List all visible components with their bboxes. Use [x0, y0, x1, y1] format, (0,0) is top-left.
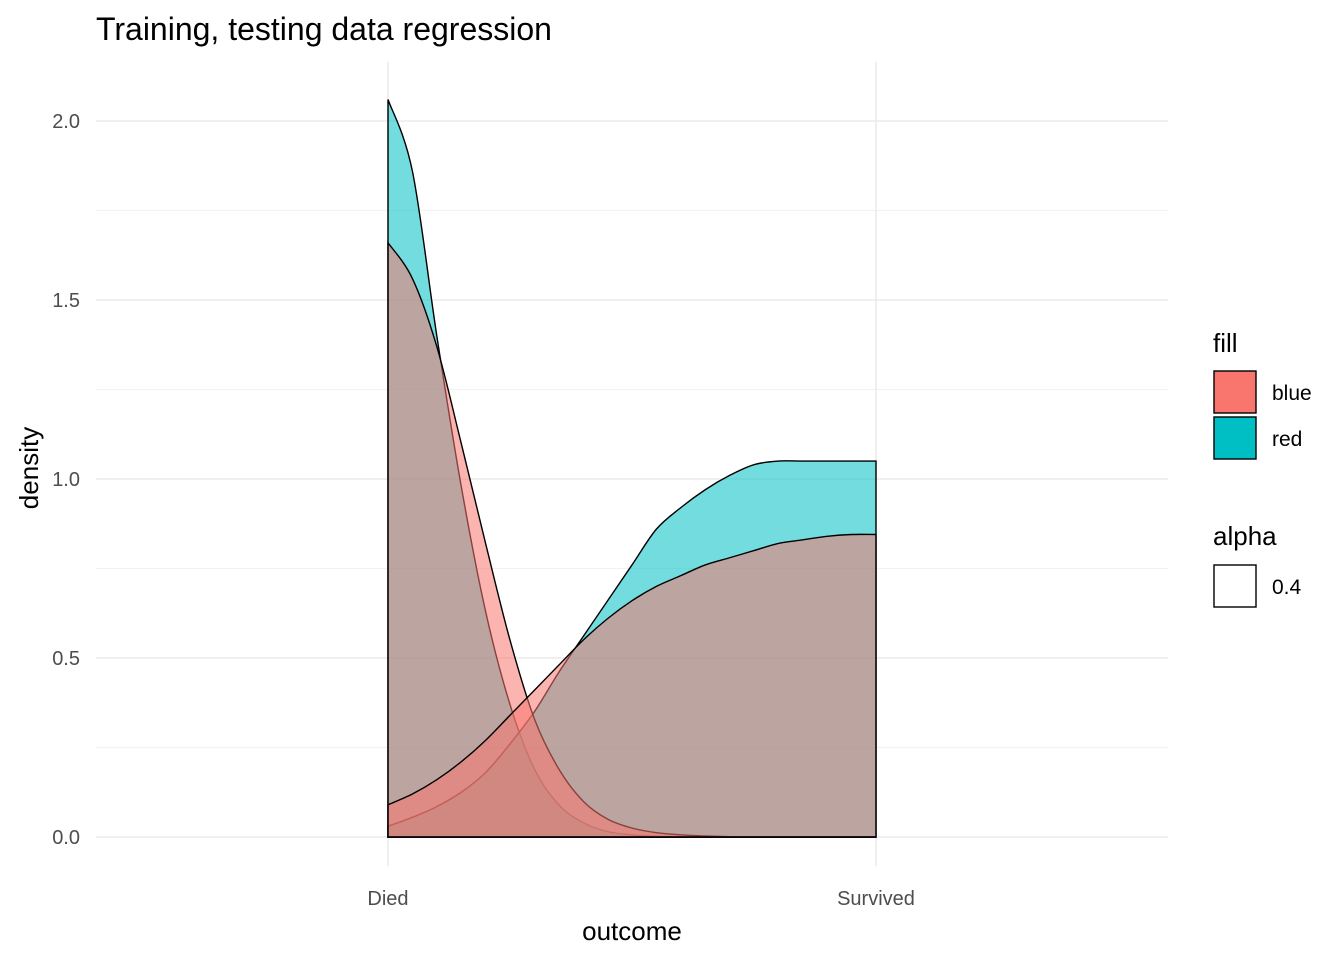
- y-tick-label: 1.5: [52, 290, 80, 312]
- y-tick-label: 2.0: [52, 111, 80, 133]
- legend-title-fill: fill: [1213, 328, 1238, 358]
- chart-title: Training, testing data regression: [96, 11, 552, 47]
- density-areas: [387, 99, 877, 838]
- legend-key-red: [1213, 416, 1257, 460]
- y-tick-label: 0.0: [52, 827, 80, 849]
- legend-title-alpha: alpha: [1213, 521, 1277, 551]
- x-tick-label: Died: [367, 888, 408, 910]
- legend-label-alpha: 0.4: [1272, 576, 1302, 599]
- legend-label-red: red: [1272, 428, 1302, 451]
- y-tick-label: 0.5: [52, 648, 80, 670]
- x-tick-label: Survived: [837, 888, 915, 910]
- y-tick-labels: 0.0 0.5 1.0 1.5 2.0: [52, 111, 80, 849]
- x-tick-labels: Died Survived: [367, 888, 914, 910]
- y-tick-label: 1.0: [52, 469, 80, 491]
- legend-key-alpha: [1213, 564, 1257, 608]
- density-area-blue-3: [387, 533, 877, 838]
- y-axis-title: density: [14, 427, 44, 509]
- legend: fill blue red alpha 0.4: [1213, 328, 1312, 608]
- x-axis-title: outcome: [582, 916, 682, 946]
- legend-label-blue: blue: [1272, 382, 1312, 405]
- legend-key-blue: [1213, 370, 1257, 414]
